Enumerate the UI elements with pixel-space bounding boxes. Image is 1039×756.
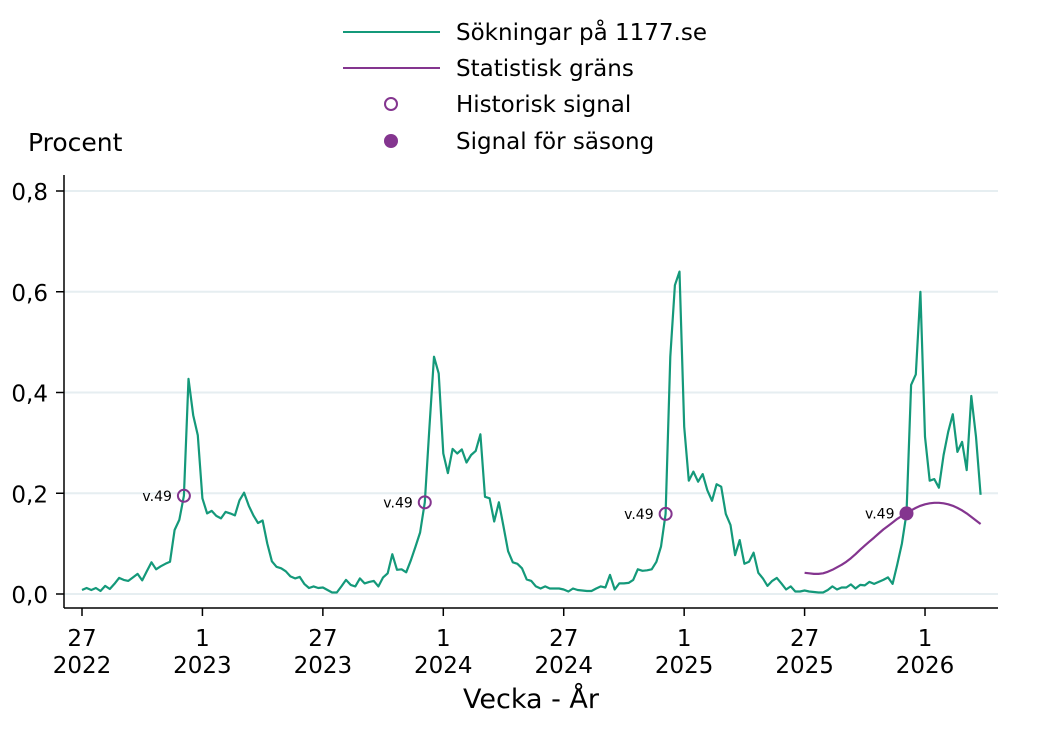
x-tick-label-year: 2024 [534, 653, 593, 679]
hollow-circle-icon [384, 97, 398, 111]
signal-label: v.49 [624, 507, 653, 523]
legend-item-season-signal: Signal för säsong [384, 129, 654, 155]
legend: Sökningar på 1177.se Statistisk gräns Hi… [343, 18, 707, 155]
legend-item-limit: Statistisk gräns [343, 56, 634, 82]
x-tick-label-week: 27 [67, 626, 96, 652]
legend-label: Sökningar på 1177.se [456, 18, 707, 46]
series [81, 270, 982, 594]
filled-circle-icon [384, 134, 398, 148]
series-line-statistical-limit [804, 501, 982, 575]
series-line-searches [81, 270, 982, 594]
legend-label: Signal för säsong [456, 129, 654, 155]
signal-label: v.49 [383, 495, 412, 511]
x-ticks: 2720221202327202312024272024120252720251… [53, 608, 955, 679]
x-tick-label-year: 2024 [414, 653, 473, 679]
y-tick-label: 0,6 [11, 281, 48, 307]
signal-markers: v.49 v.49 v.49 v.49 [142, 488, 914, 523]
y-axis-label: Procent [28, 128, 123, 157]
x-tick-label-year: 2023 [294, 653, 353, 679]
y-tick-label: 0,0 [11, 583, 48, 609]
y-tick-label: 0,8 [11, 180, 48, 206]
x-tick-label-week: 27 [790, 626, 819, 652]
signal-label: v.49 [865, 506, 894, 522]
historic-signal-marker [176, 488, 191, 503]
signal-label: v.49 [142, 489, 171, 505]
legend-label: Historisk signal [456, 92, 631, 118]
gridlines [64, 190, 998, 595]
y-tick-label: 0,2 [11, 482, 48, 508]
historic-signal-marker [417, 495, 432, 510]
x-axis-label: Vecka - År [463, 683, 600, 715]
x-tick-label-week: 27 [308, 626, 337, 652]
axes [63, 175, 998, 609]
season-signal-marker [899, 506, 914, 521]
x-tick-label-year: 2025 [775, 653, 834, 679]
x-tick-label-week: 1 [195, 626, 210, 652]
y-ticks: 0,0 0,2 0,4 0,6 0,8 [11, 180, 64, 609]
y-tick-label: 0,4 [11, 382, 48, 408]
x-tick-label-year: 2023 [173, 653, 232, 679]
legend-item-searches: Sökningar på 1177.se [343, 18, 707, 46]
x-tick-label-week: 1 [918, 626, 933, 652]
historic-signal-marker [658, 506, 673, 521]
x-tick-label-week: 1 [436, 626, 451, 652]
x-tick-label-year: 2022 [53, 653, 112, 679]
x-tick-label-week: 27 [549, 626, 578, 652]
x-tick-label-week: 1 [677, 626, 692, 652]
legend-item-historic-signal: Historisk signal [384, 92, 631, 118]
x-tick-label-year: 2026 [896, 653, 955, 679]
legend-label: Statistisk gräns [456, 56, 634, 82]
x-tick-label-year: 2025 [655, 653, 714, 679]
